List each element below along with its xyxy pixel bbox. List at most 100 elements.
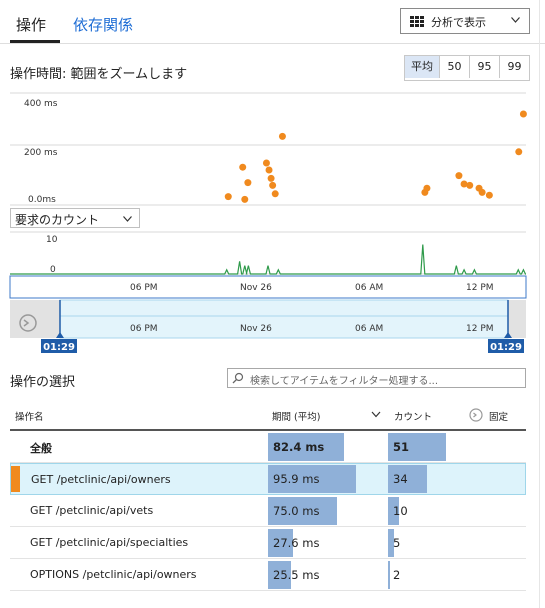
duration-point bbox=[485, 191, 493, 199]
end-time-label: 01:29 bbox=[490, 342, 522, 353]
chevron-down-icon bbox=[511, 17, 520, 23]
count-bar bbox=[388, 465, 427, 493]
y-tick-label: 200 ms bbox=[24, 148, 58, 158]
duration-point bbox=[265, 166, 273, 174]
count-value: 10 bbox=[393, 504, 408, 518]
duration-point bbox=[244, 179, 252, 187]
x-tick-label: Nov 26 bbox=[240, 283, 272, 293]
duration-bar bbox=[268, 529, 293, 557]
duration-point bbox=[267, 174, 275, 182]
count-value: 51 bbox=[393, 440, 410, 454]
search-placeholder: 検索してアイテムをフィルター処理する... bbox=[250, 376, 439, 387]
column-header-name[interactable]: 操作名 bbox=[15, 412, 44, 423]
count-value: 2 bbox=[393, 568, 401, 582]
column-header-pin[interactable]: 固定 bbox=[489, 412, 509, 423]
operation-name: 全般 bbox=[30, 442, 52, 455]
y-tick-label: 0.0ms bbox=[28, 195, 56, 205]
metric-select-label: 要求のカウント bbox=[15, 213, 100, 227]
count-bar bbox=[388, 561, 390, 589]
duration-value: 27.6 ms bbox=[273, 536, 320, 550]
y-tick-label: 0 bbox=[50, 265, 56, 275]
percentile-50-button[interactable]: 50 bbox=[440, 56, 470, 78]
y-tick-label: 10 bbox=[46, 235, 58, 245]
count-value: 34 bbox=[393, 472, 408, 486]
duration-value: 25.5 ms bbox=[273, 568, 320, 582]
duration-point bbox=[239, 163, 247, 171]
end-time-badge bbox=[488, 339, 524, 353]
operation-name: GET /petclinic/api/vets bbox=[30, 504, 154, 517]
x-tick-label: Nov 26 bbox=[240, 324, 272, 334]
tab-operations[interactable]: 操作 bbox=[16, 16, 47, 34]
time-range-brush[interactable]: 06 PM Nov 26 06 AM 12 PM 06 PM Nov 26 06… bbox=[0, 272, 545, 358]
duration-value: 82.4 ms bbox=[273, 440, 325, 454]
duration-point bbox=[224, 193, 232, 201]
table-row[interactable]: OPTIONS /petclinic/api/owners bbox=[10, 559, 526, 591]
analyze-dropdown-button[interactable]: 分析で表示 bbox=[400, 8, 530, 34]
duration-value: 75.0 ms bbox=[273, 504, 320, 518]
tab-divider bbox=[0, 43, 545, 44]
search-icon bbox=[232, 372, 244, 384]
count-bar bbox=[388, 529, 394, 557]
brush-right-arrow bbox=[504, 332, 512, 338]
column-header-duration[interactable]: 期間 (平均) bbox=[272, 412, 321, 423]
percentile-avg-button[interactable]: 平均 bbox=[405, 56, 440, 78]
percentile-selector: 平均 50 95 99 bbox=[404, 55, 530, 81]
active-tab-indicator bbox=[10, 40, 60, 43]
request-count-chart[interactable]: 10 0 bbox=[0, 228, 545, 278]
y-tick-label: 400 ms bbox=[24, 99, 58, 109]
duration-point bbox=[455, 172, 463, 180]
duration-point bbox=[460, 180, 468, 188]
reset-zoom-icon[interactable] bbox=[19, 314, 37, 332]
pin-reset-icon[interactable] bbox=[469, 408, 483, 422]
x-tick-label: 06 PM bbox=[130, 283, 158, 293]
column-header-count[interactable]: カウント bbox=[394, 412, 433, 423]
x-tick-label: 06 AM bbox=[355, 283, 383, 293]
duration-chart[interactable]: 400 ms 200 ms 0.0ms bbox=[0, 88, 545, 208]
sort-chevron-icon[interactable] bbox=[371, 411, 381, 418]
operations-title: 操作の選択 bbox=[10, 375, 76, 390]
duration-bar bbox=[268, 497, 337, 525]
metric-select[interactable]: 要求のカウント bbox=[10, 208, 140, 228]
brush-left-arrow bbox=[56, 332, 64, 338]
operations-search-input[interactable]: 検索してアイテムをフィルター処理する... bbox=[227, 368, 526, 388]
panel-edge bbox=[539, 0, 540, 608]
chevron-down-icon bbox=[123, 216, 132, 222]
table-row[interactable]: GET /petclinic/api/specialties bbox=[10, 527, 526, 559]
operation-name: GET /petclinic/api/specialties bbox=[30, 536, 189, 549]
duration-point bbox=[515, 148, 523, 156]
count-series-line bbox=[10, 244, 526, 275]
header-divider bbox=[10, 429, 526, 431]
duration-point bbox=[269, 181, 277, 189]
duration-bar bbox=[268, 433, 344, 461]
x-tick-label: 06 PM bbox=[130, 324, 158, 334]
duration-point bbox=[262, 159, 270, 167]
duration-chart-title: 操作時間: 範囲をズームします bbox=[10, 67, 188, 82]
percentile-95-button[interactable]: 95 bbox=[470, 56, 500, 78]
duration-bar bbox=[268, 465, 356, 493]
operation-name: OPTIONS /petclinic/api/owners bbox=[30, 568, 197, 581]
count-value: 5 bbox=[393, 536, 401, 550]
timeline-overview bbox=[9, 275, 527, 299]
x-tick-label: 06 AM bbox=[355, 324, 383, 334]
selected-row-marker bbox=[11, 466, 20, 492]
start-time-label: 01:29 bbox=[43, 342, 75, 353]
table-row[interactable]: 全般 bbox=[10, 431, 526, 463]
x-tick-label: 12 PM bbox=[466, 283, 494, 293]
analyze-label: 分析で表示 bbox=[431, 16, 486, 29]
workbook-grid-icon bbox=[410, 16, 424, 27]
percentile-99-button[interactable]: 99 bbox=[500, 56, 529, 78]
tab-dependencies[interactable]: 依存関係 bbox=[73, 16, 134, 34]
duration-point bbox=[478, 188, 486, 196]
count-bar bbox=[388, 433, 446, 461]
duration-point bbox=[241, 195, 249, 203]
duration-point bbox=[278, 132, 286, 140]
duration-bar bbox=[268, 561, 291, 589]
count-bar bbox=[388, 497, 399, 525]
x-tick-label: 12 PM bbox=[466, 324, 494, 334]
duration-point bbox=[271, 190, 279, 198]
duration-point bbox=[519, 110, 527, 118]
operation-name: GET /petclinic/api/owners bbox=[31, 473, 171, 486]
brush-selection[interactable] bbox=[59, 299, 509, 339]
start-time-badge bbox=[41, 339, 77, 353]
table-row[interactable]: GET /petclinic/api/vets bbox=[10, 495, 526, 527]
